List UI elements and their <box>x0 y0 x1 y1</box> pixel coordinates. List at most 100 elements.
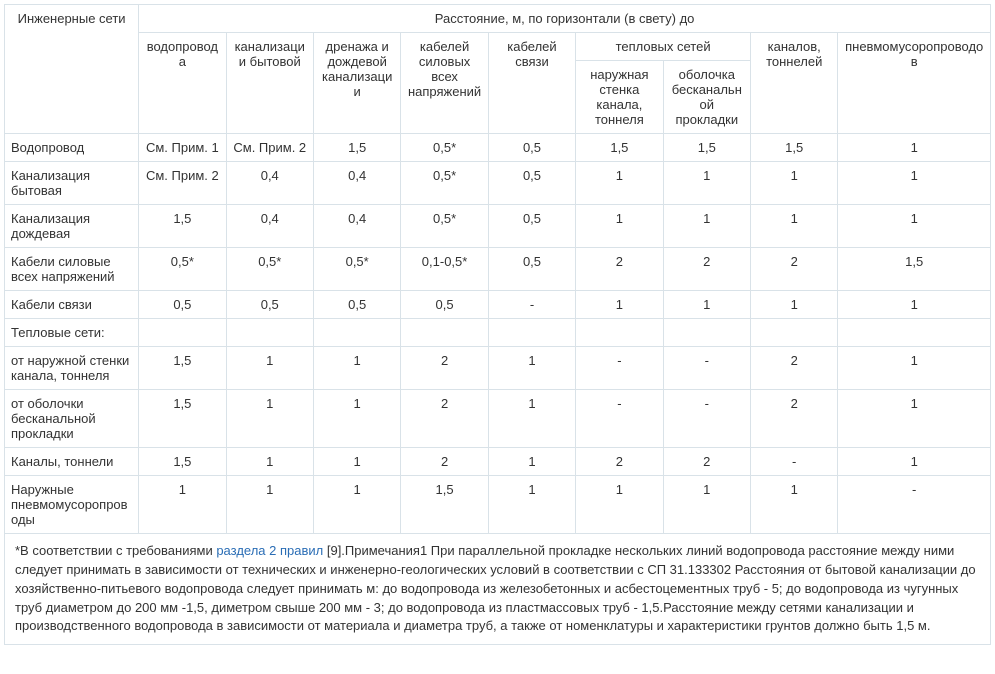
cell: 1 <box>838 162 991 205</box>
cell: 0,5 <box>226 291 313 319</box>
cell <box>139 319 226 347</box>
cell: 1 <box>838 390 991 448</box>
cell: 0,5 <box>488 248 575 291</box>
cell: 0,5 <box>401 291 488 319</box>
cell <box>226 319 313 347</box>
header-col-9: пневмомусоропроводов <box>838 33 991 134</box>
cell: 0,4 <box>226 162 313 205</box>
cell: 1 <box>313 347 400 390</box>
cell: 1,5 <box>401 476 488 534</box>
cell: 1 <box>576 476 663 534</box>
engineering-networks-table: Инженерные сети Расстояние, м, по горизо… <box>4 4 991 645</box>
cell: - <box>488 291 575 319</box>
cell: 1 <box>751 162 838 205</box>
cell: 1 <box>663 205 750 248</box>
table-row: ВодопроводСм. Прим. 1См. Прим. 2 1,5 0,5*0… <box>5 134 991 162</box>
cell: 1 <box>751 476 838 534</box>
cell: - <box>751 448 838 476</box>
header-span-title: Расстояние, м, по горизонтали (в свету) … <box>139 5 991 33</box>
cell: 1,5 <box>838 248 991 291</box>
cell: 1,5 <box>139 205 226 248</box>
cell <box>576 319 663 347</box>
cell: 1 <box>838 134 991 162</box>
header-col-4: кабелей силовых всех напряжений <box>401 33 488 134</box>
cell: 1,5 <box>139 448 226 476</box>
cell: 2 <box>401 448 488 476</box>
cell: 2 <box>663 448 750 476</box>
row-label: Водопровод <box>5 134 139 162</box>
table-row: Канализация бытоваяСм. Прим. 20,40,40,5*… <box>5 162 991 205</box>
cell: 0,5* <box>401 162 488 205</box>
cell: 1 <box>576 162 663 205</box>
footnote-pre: *В соответствии с требованиями <box>15 543 216 558</box>
cell: 0,5* <box>226 248 313 291</box>
footnote-link[interactable]: раздела 2 правил <box>216 543 323 558</box>
cell: 2 <box>751 248 838 291</box>
table-row: Кабели силовые всех напряжений 0,5*0,5* 0,… <box>5 248 991 291</box>
cell: 1 <box>488 390 575 448</box>
cell: 0,5* <box>313 248 400 291</box>
cell: 0,4 <box>313 162 400 205</box>
cell: 1 <box>751 291 838 319</box>
cell: 1 <box>488 476 575 534</box>
cell: - <box>663 347 750 390</box>
row-label: от наружной стенки канала, тоннеля <box>5 347 139 390</box>
cell <box>838 319 991 347</box>
header-col-1: водопровода <box>139 33 226 134</box>
cell: 0,5 <box>488 134 575 162</box>
cell: 2 <box>751 347 838 390</box>
cell: 1 <box>488 347 575 390</box>
row-label: Кабели силовые всех напряжений <box>5 248 139 291</box>
cell: 1 <box>139 476 226 534</box>
header-col-5: кабелей связи <box>488 33 575 134</box>
cell: 1 <box>838 291 991 319</box>
table-row: от наружной стенки канала, тоннеля1,5112… <box>5 347 991 390</box>
cell: 1 <box>226 448 313 476</box>
cell: 1 <box>663 476 750 534</box>
cell: 2 <box>751 390 838 448</box>
cell: 0,5* <box>401 205 488 248</box>
cell: 2 <box>576 248 663 291</box>
cell: 0,4 <box>226 205 313 248</box>
header-col-7: оболочка бесканальной прокладки <box>663 61 750 134</box>
table-row: Канализация дождевая1,50,40,40,5*0,51111 <box>5 205 991 248</box>
cell: 2 <box>663 248 750 291</box>
cell: 1,5 <box>139 347 226 390</box>
cell: 0,5 <box>488 162 575 205</box>
cell: См. Прим. 1 <box>139 134 226 162</box>
cell: 2 <box>401 390 488 448</box>
cell: 1 <box>313 390 400 448</box>
header-col-8: каналов, тоннелей <box>751 33 838 134</box>
table-row: Кабели связи0,50,50,50,5-1111 <box>5 291 991 319</box>
cell: 1,5 <box>663 134 750 162</box>
row-label: Наружные пневмомусоропроводы <box>5 476 139 534</box>
cell: - <box>576 390 663 448</box>
cell <box>313 319 400 347</box>
cell: 1 <box>576 205 663 248</box>
row-label: Канализация дождевая <box>5 205 139 248</box>
cell <box>401 319 488 347</box>
cell: 1 <box>838 347 991 390</box>
row-label: Кабели связи <box>5 291 139 319</box>
cell: - <box>663 390 750 448</box>
footnote-cell: *В соответствии с требованиями раздела 2… <box>5 534 991 645</box>
cell: - <box>838 476 991 534</box>
header-corner: Инженерные сети <box>5 5 139 134</box>
cell: 0,4 <box>313 205 400 248</box>
cell: 1 <box>838 448 991 476</box>
table-row: Тепловые сети: <box>5 319 991 347</box>
cell: 1 <box>751 205 838 248</box>
cell: 0,5 <box>139 291 226 319</box>
cell: - <box>576 347 663 390</box>
cell: 1 <box>226 390 313 448</box>
cell: См. Прим. 2 <box>226 134 313 162</box>
cell <box>488 319 575 347</box>
header-col-2: канализации бытовой <box>226 33 313 134</box>
cell: 1 <box>226 476 313 534</box>
cell <box>663 319 750 347</box>
cell: 0,5* <box>401 134 488 162</box>
cell: 1,5 <box>139 390 226 448</box>
cell <box>751 319 838 347</box>
table-row: от оболочки бесканальной прокладки1,5112… <box>5 390 991 448</box>
table-row: Каналы, тоннели1,5112122-1 <box>5 448 991 476</box>
